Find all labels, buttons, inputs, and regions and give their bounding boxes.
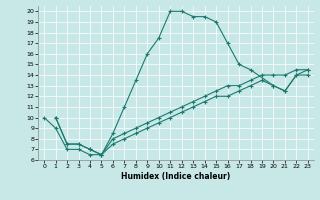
X-axis label: Humidex (Indice chaleur): Humidex (Indice chaleur) — [121, 172, 231, 181]
